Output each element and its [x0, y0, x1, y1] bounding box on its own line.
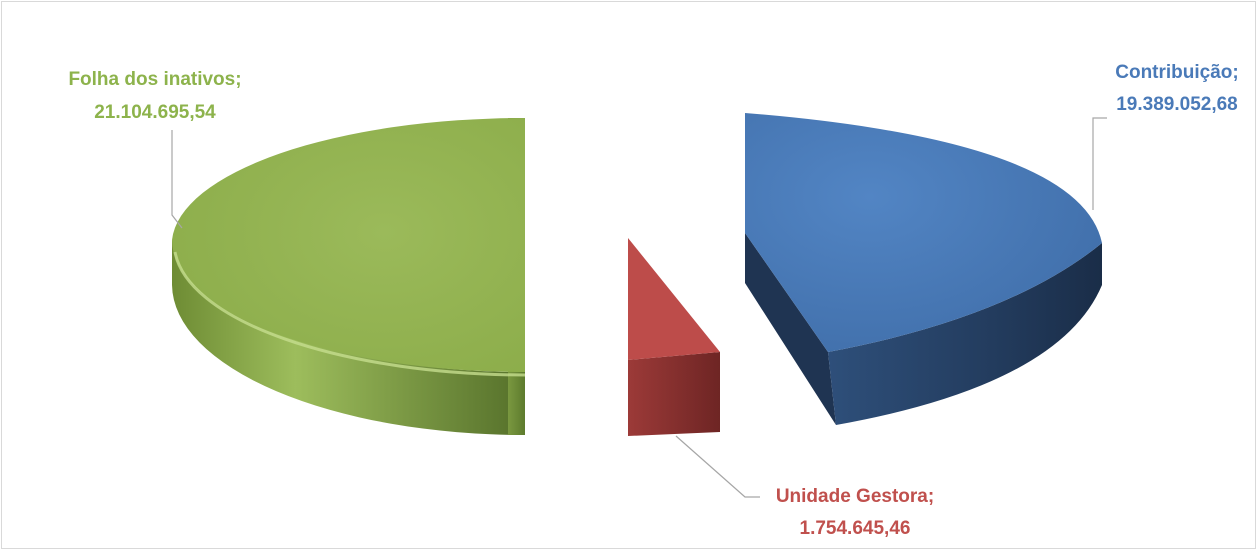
slice-contribuicao-top [745, 113, 1102, 352]
slice-contribuicao-left-face [745, 233, 836, 425]
leader-line-folha [171, 130, 183, 229]
slice-contribuicao [745, 113, 1102, 425]
data-label-contribuicao-name: Contribuição; [1115, 62, 1239, 83]
slice-contribuicao-side [828, 243, 1102, 425]
slice-unidade-gestora [628, 238, 720, 436]
leader-line-unidade [675, 435, 760, 498]
data-label-unidade-value: 1.754.645,46 [800, 518, 911, 539]
slice-folha-dos-inativos [172, 117, 526, 435]
slice-folha-top [172, 117, 525, 372]
slice-unidade-face [628, 352, 720, 436]
data-label-contribuicao-value: 19.389.052,68 [1116, 94, 1238, 115]
slice-folha-side [172, 240, 525, 435]
data-label-unidade-name: Unidade Gestora; [776, 486, 934, 507]
slice-unidade-top [628, 238, 720, 360]
data-label-folha-name: Folha dos inativos; [68, 69, 241, 90]
data-label-folha-value: 21.104.695,54 [94, 102, 216, 123]
leader-line-contribuicao [1092, 117, 1107, 210]
